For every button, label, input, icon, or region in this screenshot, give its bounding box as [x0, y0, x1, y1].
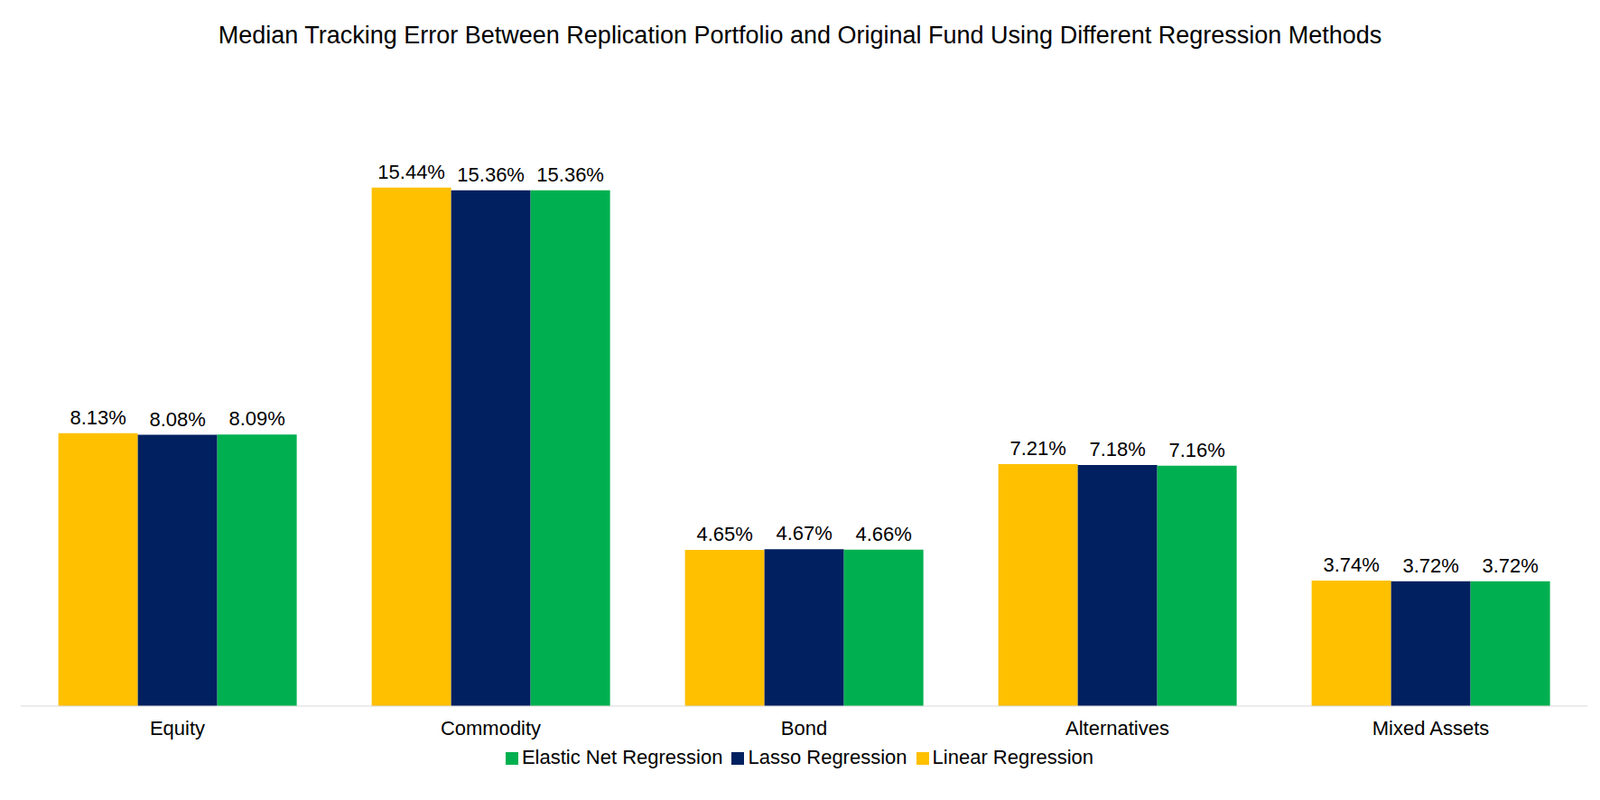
svg-text:8.08%: 8.08%: [148, 408, 205, 431]
svg-text:Commodity: Commodity: [440, 716, 541, 740]
svg-text:Bond: Bond: [781, 716, 828, 740]
html-text:Linear Regression: Linear Regression: [932, 745, 1094, 769]
svg-text:8.09%: 8.09%: [228, 407, 285, 430]
svg-text:3.74%: 3.74%: [1322, 553, 1379, 577]
html-text:Elastic Net Regression: Elastic Net Regression: [521, 745, 723, 769]
svg-text:7.16%: 7.16%: [1168, 438, 1225, 462]
svg-text:Alternatives: Alternatives: [1065, 716, 1170, 740]
svg-text:15.44%: 15.44%: [377, 160, 446, 184]
svg-text:3.72%: 3.72%: [1402, 554, 1459, 577]
svg-text:15.36%: 15.36%: [536, 163, 605, 187]
svg-text:7.21%: 7.21%: [1009, 437, 1066, 460]
svg-text:Equity: Equity: [149, 716, 205, 740]
svg-text:3.72%: 3.72%: [1481, 554, 1538, 577]
svg-text:Mixed Assets: Mixed Assets: [1372, 716, 1490, 740]
html-text:Median Tracking Error Between: Median Tracking Error Between Replicatio…: [218, 21, 1382, 49]
html-text:Lasso Regression: Lasso Regression: [747, 745, 907, 769]
svg-text:4.66%: 4.66%: [855, 522, 912, 546]
svg-text:7.18%: 7.18%: [1088, 437, 1145, 461]
svg-text:8.13%: 8.13%: [69, 406, 126, 429]
svg-text:4.65%: 4.65%: [696, 522, 753, 546]
svg-text:15.36%: 15.36%: [456, 163, 525, 187]
svg-text:4.67%: 4.67%: [775, 521, 832, 545]
